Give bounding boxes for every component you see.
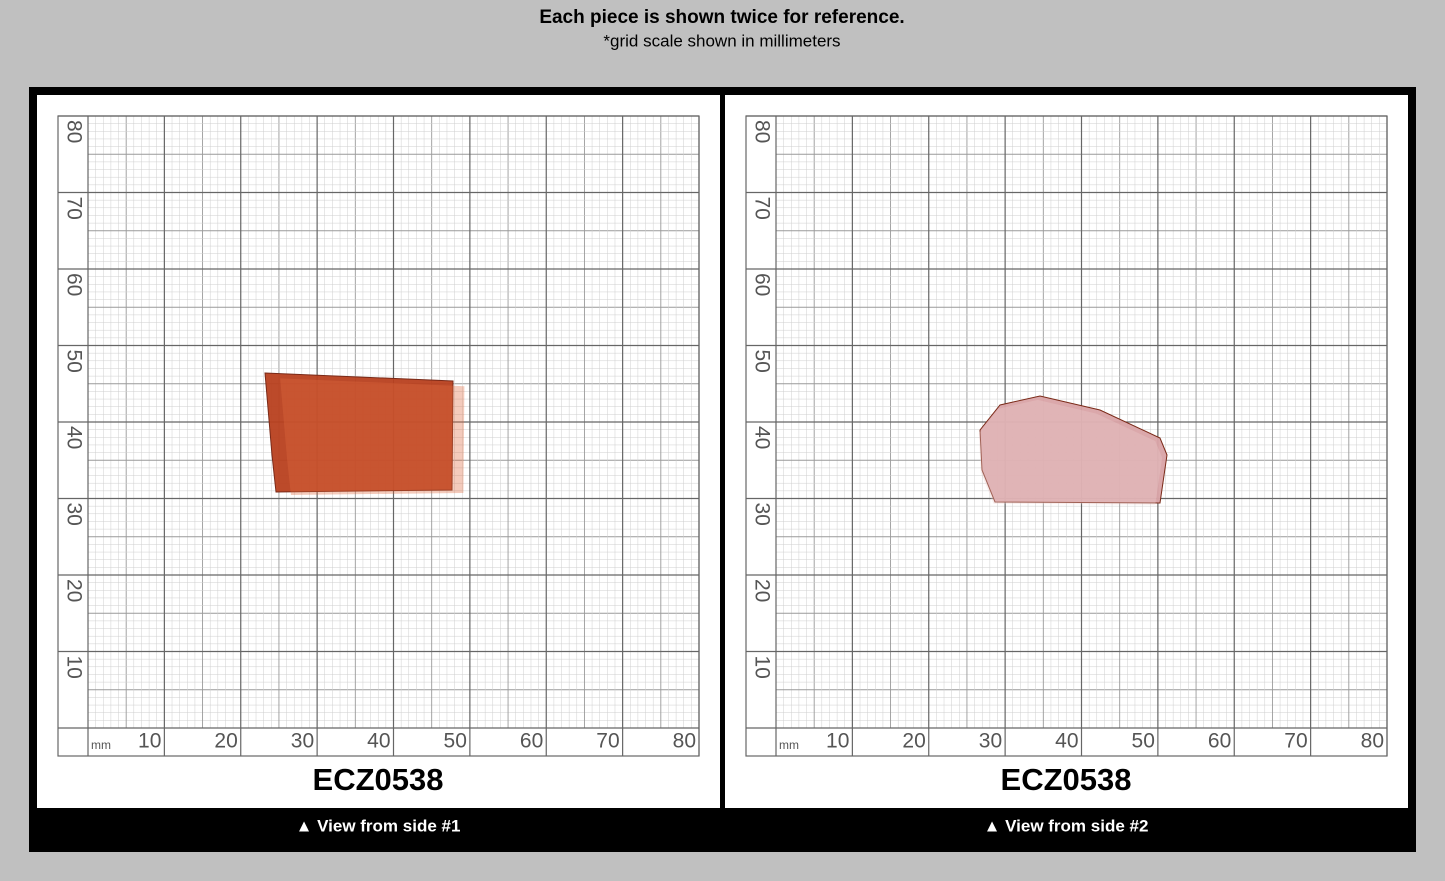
x-scale-label: 60 bbox=[520, 730, 543, 753]
view-caption: ▲ View from side #1 bbox=[296, 816, 461, 835]
y-scale-label: 50 bbox=[62, 350, 85, 373]
panel: 10 20 30 40 50 60 70 80 10 20 30 40 50 60 70 80 mm ECZ053… bbox=[57, 115, 700, 835]
x-scale-label: 80 bbox=[1361, 730, 1384, 753]
unit-label: mm bbox=[91, 738, 111, 752]
x-scale-label: 70 bbox=[596, 730, 619, 753]
y-scale-label: 80 bbox=[62, 120, 85, 143]
y-scale-label: 60 bbox=[750, 273, 773, 296]
x-scale-label: 60 bbox=[1208, 730, 1231, 753]
x-scale-label: 30 bbox=[291, 730, 314, 753]
view-caption: ▲ View from side #2 bbox=[984, 816, 1149, 835]
x-scale-label: 20 bbox=[214, 730, 237, 753]
piece-id: ECZ0538 bbox=[313, 762, 444, 797]
x-scale-label: 70 bbox=[1284, 730, 1307, 753]
y-scale-label: 30 bbox=[750, 503, 773, 526]
x-scale-label: 40 bbox=[367, 730, 390, 753]
stone-highlight bbox=[978, 399, 1163, 505]
y-scale-label: 70 bbox=[62, 197, 85, 220]
y-scale-label: 40 bbox=[750, 426, 773, 449]
x-scale-label: 10 bbox=[826, 730, 849, 753]
y-scale-label: 80 bbox=[750, 120, 773, 143]
x-scale-label: 30 bbox=[979, 730, 1002, 753]
unit-label: mm bbox=[779, 738, 799, 752]
y-scale-label: 10 bbox=[750, 656, 773, 679]
piece-id: ECZ0538 bbox=[1001, 762, 1132, 797]
y-scale-label: 50 bbox=[750, 350, 773, 373]
y-scale-label: 70 bbox=[750, 197, 773, 220]
sheet-subtitle: *grid scale shown in millimeters bbox=[603, 31, 840, 50]
stone-highlight bbox=[280, 378, 465, 495]
x-scale-label: 80 bbox=[673, 730, 696, 753]
x-scale-label: 20 bbox=[902, 730, 925, 753]
x-scale-label: 50 bbox=[1132, 730, 1155, 753]
stone bbox=[979, 395, 1168, 504]
x-scale-label: 50 bbox=[444, 730, 467, 753]
y-scale-label: 40 bbox=[62, 426, 85, 449]
x-scale-label: 10 bbox=[138, 730, 161, 753]
y-scale-label: 30 bbox=[62, 503, 85, 526]
y-scale-label: 20 bbox=[750, 579, 773, 602]
panel: 10 20 30 40 50 60 70 80 10 20 30 40 50 60 70 80 mm ECZ053… bbox=[745, 115, 1388, 835]
y-scale-label: 60 bbox=[62, 273, 85, 296]
x-scale-label: 40 bbox=[1055, 730, 1078, 753]
y-scale-label: 10 bbox=[62, 656, 85, 679]
sheet-title: Each piece is shown twice for reference. bbox=[539, 7, 904, 28]
y-scale-label: 20 bbox=[62, 579, 85, 602]
stone bbox=[264, 372, 454, 493]
